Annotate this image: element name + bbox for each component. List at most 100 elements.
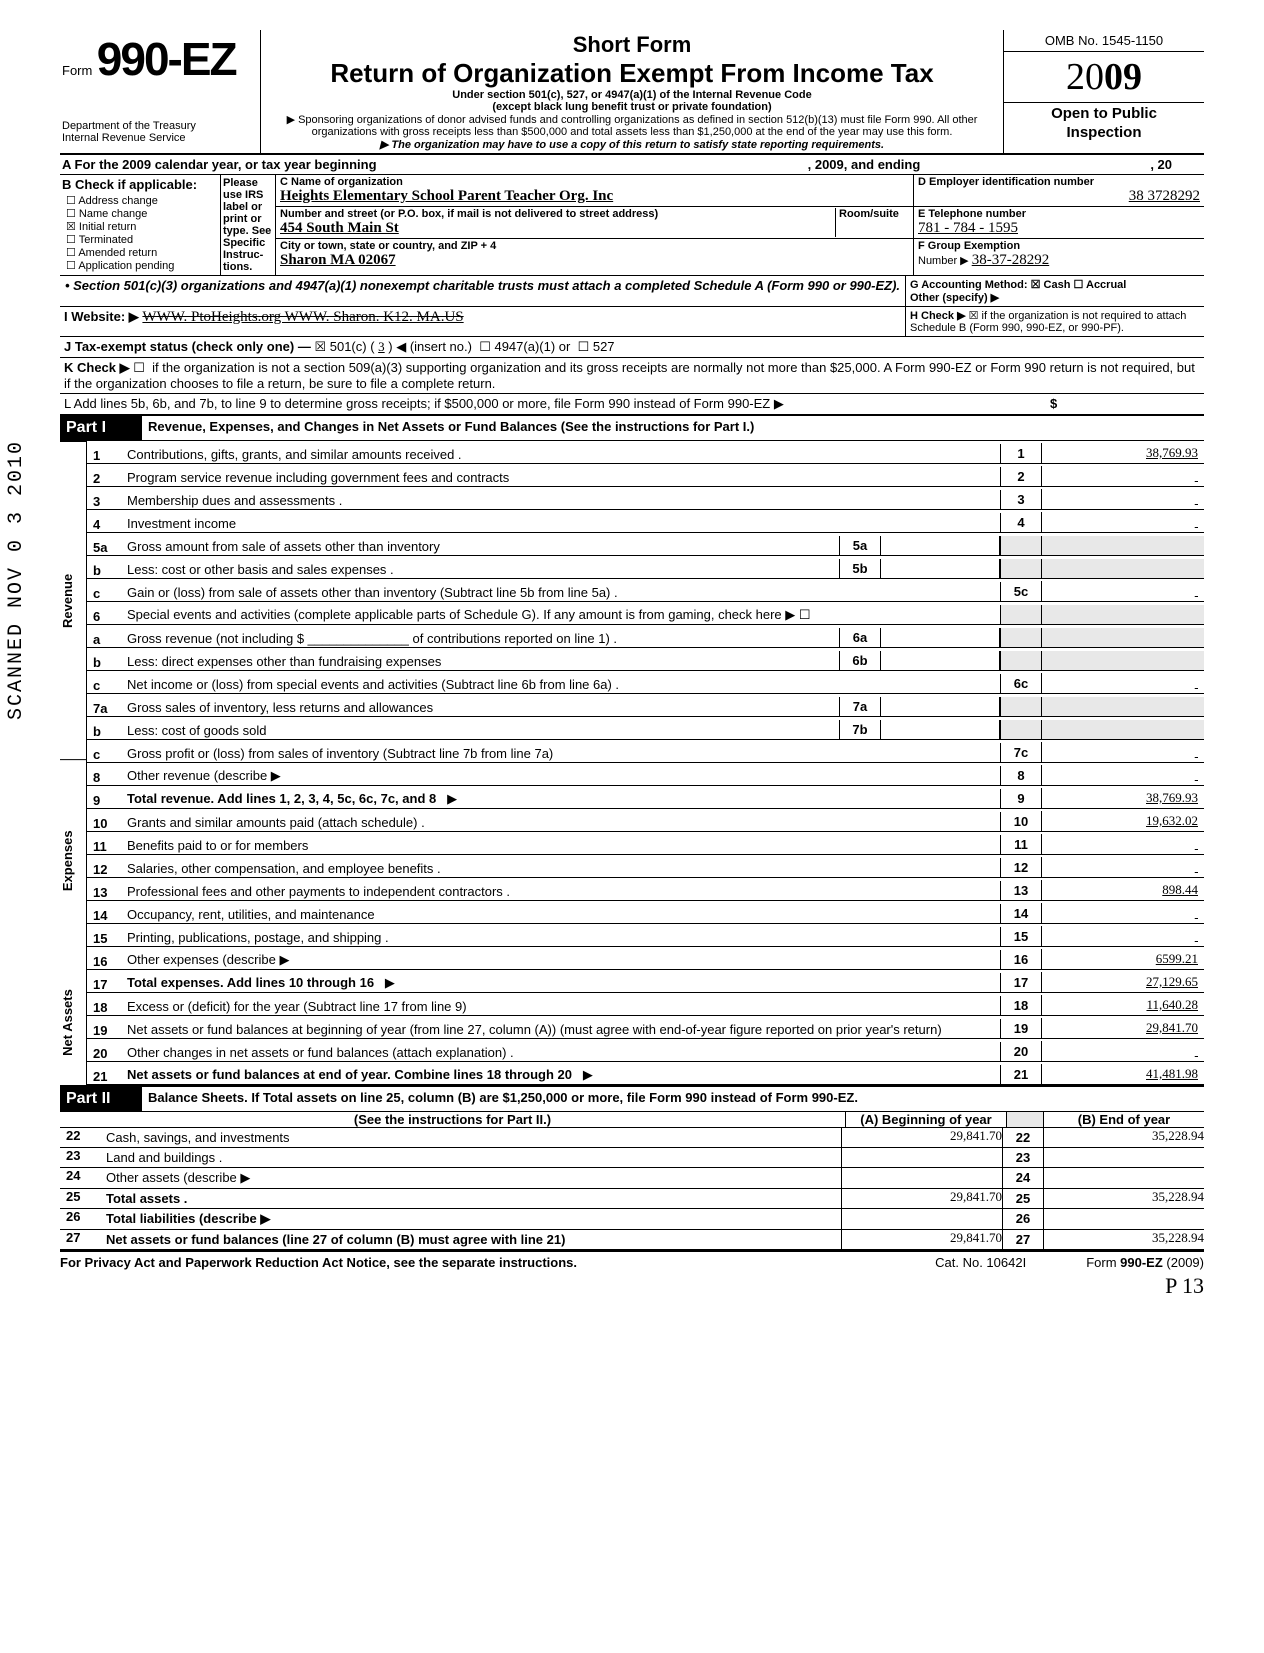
j-4947[interactable]: 4947(a)(1) or xyxy=(494,339,570,354)
part2-title: Balance Sheets. If Total assets on line … xyxy=(142,1087,1204,1111)
part2-label: Part II xyxy=(60,1087,142,1111)
part1-lines: 1Contributions, gifts, grants, and simil… xyxy=(86,441,1204,1085)
line-l: L Add lines 5b, 6b, and 7b, to line 9 to… xyxy=(60,394,1204,416)
line-undefined: aGross revenue (not including $ ________… xyxy=(87,625,1204,648)
line-k: K Check ▶ ☐ if the organization is not a… xyxy=(60,358,1204,394)
omb: OMB No. 1545-1150 xyxy=(1004,30,1204,52)
sec-501c3: • Section 501(c)(3) organizations and 49… xyxy=(60,276,906,306)
form-990ez: 990-EZ xyxy=(97,33,236,85)
org-addr[interactable]: 454 South Main St xyxy=(280,220,835,237)
page-number: P 13 xyxy=(60,1273,1204,1299)
inspection: Inspection xyxy=(1004,124,1204,141)
line-a-start: A For the 2009 calendar year, or tax yea… xyxy=(62,157,377,172)
part1-body: Revenue Expenses Net Assets 1Contributio… xyxy=(60,441,1204,1085)
bs-line-27: 27Net assets or fund balances (line 27 o… xyxy=(60,1230,1204,1250)
form-footer: Form 990-EZ (2009) xyxy=(1086,1255,1204,1270)
j-527[interactable]: 527 xyxy=(593,339,615,354)
l-text: L Add lines 5b, 6b, and 7b, to line 9 to… xyxy=(64,396,1050,412)
col-b-hdr: (B) End of year xyxy=(1044,1112,1204,1127)
website-label: I Website: ▶ xyxy=(64,309,139,324)
line-a-mid: , 2009, and ending xyxy=(808,157,921,172)
title-box: Short Form Return of Organization Exempt… xyxy=(261,30,1004,153)
col-b: B Check if applicable: ☐ Address change … xyxy=(60,175,221,275)
part2-header: Part II Balance Sheets. If Total assets … xyxy=(60,1085,1204,1112)
app-pending[interactable]: Application pending xyxy=(78,260,174,272)
footer: For Privacy Act and Paperwork Reduction … xyxy=(60,1250,1204,1273)
sec501-g: • Section 501(c)(3) organizations and 49… xyxy=(60,276,1204,307)
line-18: 18Excess or (deficit) for the year (Subt… xyxy=(87,993,1204,1016)
terminated[interactable]: Terminated xyxy=(79,234,133,246)
tax-year-label: 2009 xyxy=(1066,56,1142,98)
line-11: 11Benefits paid to or for members11 xyxy=(87,832,1204,855)
line-10: 10Grants and similar amounts paid (attac… xyxy=(87,809,1204,832)
col-h: H Check ▶ ☒ if the organization is not r… xyxy=(906,307,1204,336)
part1-label: Part I xyxy=(60,416,142,440)
line-5c: cGain or (loss) from sale of assets othe… xyxy=(87,579,1204,602)
addr-label: Number and street (or P.O. box, if mail … xyxy=(280,208,835,220)
phone[interactable]: 781 - 784 - 1595 xyxy=(918,220,1200,237)
short-form: Short Form xyxy=(265,32,999,58)
f-num-label: Number ▶ xyxy=(918,255,972,267)
except: (except black lung benefit trust or priv… xyxy=(265,101,999,113)
j-501c: 501(c) ( xyxy=(330,339,375,354)
bcdef-block: B Check if applicable: ☐ Address change … xyxy=(60,175,1204,276)
f-label: F Group Exemption xyxy=(918,240,1200,252)
line-4: 4Investment income4 xyxy=(87,510,1204,533)
col-g: G Accounting Method: ☒ Cash ☐ Accrual Ot… xyxy=(906,276,1204,306)
j-label: J Tax-exempt status (check only one) — xyxy=(64,339,311,354)
line-undefined: bLess: cost of goods sold7b xyxy=(87,717,1204,740)
group-exempt[interactable]: 38-37-28292 xyxy=(972,252,1050,268)
name-change[interactable]: Name change xyxy=(79,208,148,220)
line-3: 3Membership dues and assessments .3 xyxy=(87,487,1204,510)
line-12: 12Salaries, other compensation, and empl… xyxy=(87,855,1204,878)
line-15: 15Printing, publications, postage, and s… xyxy=(87,924,1204,947)
col-a-hdr: (A) Beginning of year xyxy=(846,1112,1007,1127)
col-c: C Name of organization Heights Elementar… xyxy=(276,175,914,275)
line-14: 14Occupancy, rent, utilities, and mainte… xyxy=(87,901,1204,924)
initial-return[interactable]: Initial return xyxy=(79,221,136,233)
g-other: Other (specify) ▶ xyxy=(910,292,999,304)
line-undefined: 5aGross amount from sale of assets other… xyxy=(87,533,1204,556)
side-expenses: Expenses xyxy=(60,759,86,961)
line-20: 20Other changes in net assets or fund ba… xyxy=(87,1039,1204,1062)
see-instr: (See the instructions for Part II.) xyxy=(60,1112,846,1127)
ein[interactable]: 38 3728292 xyxy=(918,188,1200,205)
return-title: Return of Organization Exempt From Incom… xyxy=(265,58,999,89)
g-cash[interactable]: Cash xyxy=(1044,279,1071,291)
g-accrual[interactable]: Accrual xyxy=(1086,279,1126,291)
line-21: 21Net assets or fund balances at end of … xyxy=(87,1062,1204,1085)
bs-line-26: 26Total liabilities (describe ▶ 26 xyxy=(60,1209,1204,1230)
form-number-box: Form 990-EZ Department of the Treasury I… xyxy=(60,30,261,153)
line-undefined: bLess: cost or other basis and sales exp… xyxy=(87,556,1204,579)
addr-change[interactable]: Address change xyxy=(78,195,158,207)
g-label: G Accounting Method: xyxy=(910,279,1028,291)
line-2: 2Program service revenue including gover… xyxy=(87,464,1204,487)
bs-line-25: 25Total assets .29,841.702535,228.94 xyxy=(60,1189,1204,1209)
bs-line-23: 23Land and buildings . 23 xyxy=(60,1148,1204,1168)
website-val[interactable]: WWW. PtoHeights.org WWW. Sharon. K12. MA… xyxy=(142,309,463,325)
org-name[interactable]: Heights Elementary School Parent Teacher… xyxy=(280,188,909,205)
h-label: H Check ▶ xyxy=(910,310,966,322)
bs-line-24: 24Other assets (describe ▶ 24 xyxy=(60,1168,1204,1189)
j-insert[interactable]: 3 xyxy=(378,339,385,354)
form-word: Form xyxy=(62,63,92,78)
sponsor-note: ▶ Sponsoring organizations of donor advi… xyxy=(265,113,999,138)
line-a-end: , 20 xyxy=(1150,157,1172,172)
b-items: ☐ Address change ☐ Name change ☒ Initial… xyxy=(60,194,220,272)
side-revenue: Revenue xyxy=(60,441,86,759)
line-j: J Tax-exempt status (check only one) — ☒… xyxy=(60,337,1204,358)
right-header: OMB No. 1545-1150 2009 Open to Public In… xyxy=(1004,30,1204,153)
line-17: 17Total expenses. Add lines 10 through 1… xyxy=(87,970,1204,993)
col-def: D Employer identification number 38 3728… xyxy=(914,175,1204,275)
amended[interactable]: Amended return xyxy=(78,247,157,259)
state-note: ▶ The organization may have to use a cop… xyxy=(265,138,999,151)
part2-body: 22Cash, savings, and investments29,841.7… xyxy=(60,1128,1204,1250)
website-h: I Website: ▶ WWW. PtoHeights.org WWW. Sh… xyxy=(60,307,1204,337)
org-city[interactable]: Sharon MA 02067 xyxy=(280,252,909,269)
line-7c: cGross profit or (loss) from sales of in… xyxy=(87,740,1204,763)
part1-header: Part I Revenue, Expenses, and Changes in… xyxy=(60,416,1204,441)
c-name-label: C Name of organization xyxy=(280,176,909,188)
irs: Internal Revenue Service xyxy=(62,132,252,144)
cat-no: Cat. No. 10642I xyxy=(935,1255,1026,1270)
header-row: Form 990-EZ Department of the Treasury I… xyxy=(60,30,1204,155)
